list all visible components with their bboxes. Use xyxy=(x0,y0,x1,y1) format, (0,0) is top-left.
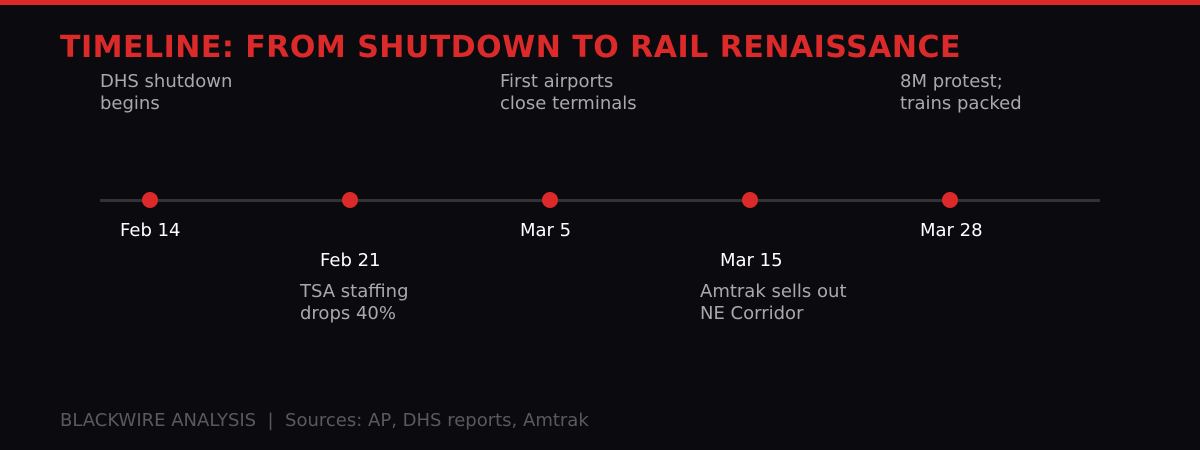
event-marker xyxy=(742,192,758,208)
event-marker xyxy=(942,192,958,208)
event-description-line: NE Corridor xyxy=(700,303,804,324)
event-description: Amtrak sells out NE Corridor xyxy=(700,281,940,325)
top-accent-bar xyxy=(0,0,1200,5)
event-description-line: TSA staffing xyxy=(300,281,409,302)
event-description: TSA staffing drops 40% xyxy=(300,281,540,325)
event-marker xyxy=(142,192,158,208)
event-description: DHS shutdown begins xyxy=(100,71,340,115)
event-date: Feb 21 xyxy=(320,250,381,271)
event-description-line: DHS shutdown xyxy=(100,71,233,92)
event-marker xyxy=(342,192,358,208)
event-date: Mar 28 xyxy=(920,220,983,241)
event-description-line: close terminals xyxy=(500,93,637,114)
event-marker xyxy=(542,192,558,208)
event-date: Mar 15 xyxy=(720,250,783,271)
event-description-line: begins xyxy=(100,93,160,114)
footer-source: BLACKWIRE ANALYSIS | Sources: AP, DHS re… xyxy=(60,410,589,431)
timeline-axis xyxy=(100,199,1100,202)
event-date: Feb 14 xyxy=(120,220,181,241)
event-description-line: drops 40% xyxy=(300,303,396,324)
event-description-line: trains packed xyxy=(900,93,1022,114)
event-description-line: Amtrak sells out xyxy=(700,281,847,302)
page-title: TIMELINE: FROM SHUTDOWN TO RAIL RENAISSA… xyxy=(60,30,962,65)
event-description: First airports close terminals xyxy=(500,71,740,115)
event-date: Mar 5 xyxy=(520,220,572,241)
event-description-line: First airports xyxy=(500,71,614,92)
event-description-line: 8M protest; xyxy=(900,71,1003,92)
event-description: 8M protest; trains packed xyxy=(900,71,1140,115)
